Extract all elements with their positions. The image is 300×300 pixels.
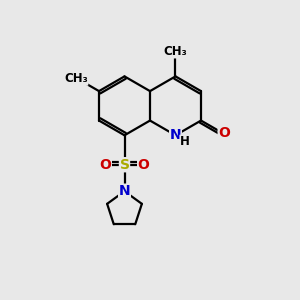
Text: H: H (180, 135, 190, 148)
Text: O: O (218, 126, 230, 140)
Text: CH₃: CH₃ (164, 45, 188, 58)
Text: N: N (119, 184, 130, 198)
Text: N: N (170, 128, 181, 142)
Text: S: S (119, 158, 130, 172)
Text: CH₃: CH₃ (64, 72, 88, 85)
Text: O: O (138, 158, 150, 172)
Text: O: O (99, 158, 111, 172)
